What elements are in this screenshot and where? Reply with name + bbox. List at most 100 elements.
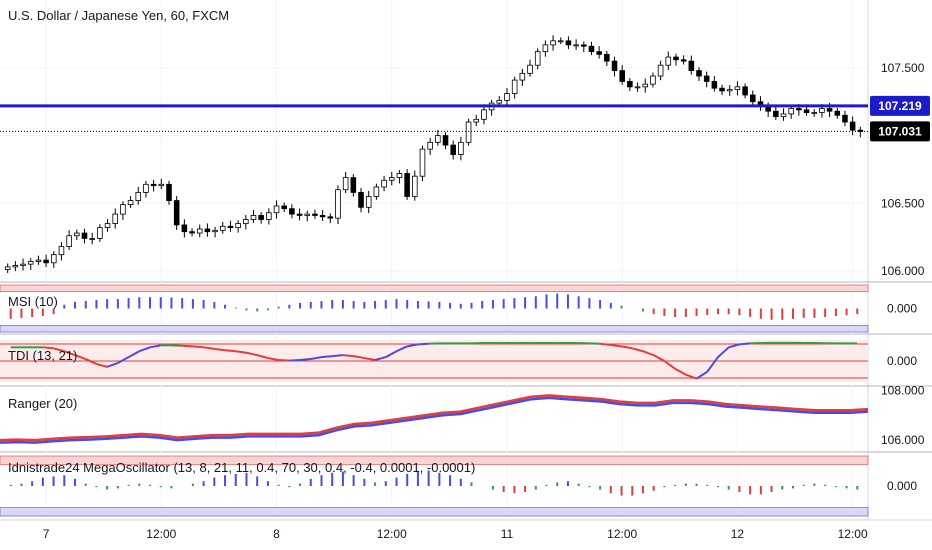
- price-pane[interactable]: [0, 35, 868, 273]
- tdi-line-segment: [246, 351, 258, 357]
- tdi-line-segment: [728, 343, 740, 349]
- overbought-zone: [0, 284, 869, 292]
- oversold-zone: [0, 325, 869, 333]
- candle-body: [826, 108, 833, 112]
- candle-body: [27, 261, 34, 265]
- candle-body: [650, 75, 656, 85]
- tdi-upper-band: [0, 340, 868, 361]
- tdi-line-segment: [417, 342, 429, 346]
- candle-body: [74, 232, 80, 237]
- tdi-line-segment: [685, 373, 697, 380]
- tdi-line-segment: [663, 360, 676, 370]
- candle-body: [396, 173, 403, 178]
- candle-body: [588, 45, 595, 53]
- candle-body: [304, 213, 311, 216]
- candle-body: [289, 208, 295, 215]
- candle-body: [43, 259, 49, 264]
- oscillator-tick-label: 0.000: [887, 479, 917, 493]
- tdi-line-segment: [717, 346, 730, 358]
- tdi-line-segment: [631, 347, 644, 353]
- candle-body: [143, 183, 149, 193]
- tdi-line-segment: [128, 350, 140, 358]
- candle-body: [703, 75, 710, 82]
- candle-body: [388, 177, 395, 181]
- tdi-line-segment: [289, 359, 301, 362]
- ranger-lower-line: [0, 396, 869, 444]
- candle-body: [112, 213, 119, 224]
- candle-body: [212, 229, 218, 233]
- tdi-line-segment: [117, 356, 130, 364]
- time-tick-label: 12:00: [377, 527, 407, 541]
- candle-body: [527, 64, 533, 74]
- candle-body: [803, 109, 810, 113]
- msi-pane[interactable]: [0, 284, 869, 333]
- candle-body: [581, 44, 587, 47]
- candle-body: [611, 60, 618, 72]
- tdi-line-segment: [599, 342, 611, 346]
- tdi-line-segment: [364, 357, 376, 362]
- candle-body: [35, 259, 42, 262]
- tdi-line-segment: [203, 346, 215, 350]
- candle-body: [680, 59, 687, 62]
- candle-body: [258, 215, 264, 220]
- candle-body: [496, 99, 503, 104]
- candle-body: [135, 192, 142, 201]
- ranger-pane[interactable]: [0, 394, 869, 444]
- candle-body: [173, 200, 180, 226]
- tdi-line-segment: [106, 362, 119, 368]
- tdi-line-segment: [674, 367, 687, 376]
- tdi-line-segment: [342, 354, 354, 358]
- candle-body: [373, 186, 380, 197]
- candle-body: [634, 86, 641, 89]
- candle-body: [557, 40, 564, 43]
- megaoscillator-pane[interactable]: [0, 455, 869, 517]
- price-axis[interactable]: 107.500107.000106.500106.000107.219107.0…: [870, 61, 930, 493]
- candle-body: [642, 83, 649, 88]
- candle-body: [773, 110, 779, 118]
- tdi-pane[interactable]: [0, 340, 868, 382]
- price-tick-label: 106.000: [881, 264, 925, 278]
- candle-body: [842, 114, 848, 123]
- candle-body: [266, 212, 272, 220]
- ranger-tick-label: 108.000: [881, 383, 925, 397]
- candle-body: [550, 40, 556, 46]
- candle-body: [435, 135, 441, 143]
- oscillator-tick-label: 0.000: [887, 302, 917, 316]
- candle-body: [726, 89, 733, 92]
- candle-body: [604, 53, 610, 62]
- candle-body: [519, 72, 526, 81]
- candle-body: [235, 223, 241, 229]
- tdi-line-segment: [74, 354, 87, 360]
- candle-body: [788, 108, 794, 115]
- price-tick-label: 107.500: [881, 61, 925, 75]
- candle-body: [319, 215, 326, 218]
- candle-body: [419, 148, 426, 177]
- candle-body: [50, 254, 57, 264]
- ranger-title: Ranger (20): [8, 396, 77, 411]
- tdi-line-segment: [182, 344, 193, 348]
- candle-body: [481, 109, 487, 120]
- tdi-line-segment: [385, 350, 397, 358]
- oversold-zone: [0, 507, 869, 517]
- candle-body: [819, 108, 825, 113]
- candle-body: [627, 81, 633, 88]
- candle-body: [66, 235, 72, 247]
- candle-body: [273, 205, 280, 214]
- candle-body: [473, 118, 480, 123]
- tdi-line-segment: [706, 356, 719, 373]
- candle-body: [412, 175, 418, 197]
- tdi-line-segment: [396, 345, 408, 353]
- tdi-line-segment: [278, 359, 290, 362]
- candle-body: [250, 215, 257, 220]
- candle-body: [312, 213, 318, 216]
- candle-body: [665, 56, 672, 66]
- tdi-line-segment: [224, 349, 236, 353]
- candle-body: [619, 70, 625, 82]
- tdi-lower-band: [0, 361, 868, 382]
- candle-body: [181, 224, 188, 233]
- candle-body: [58, 246, 65, 256]
- candle-body: [427, 141, 433, 150]
- candle-body: [511, 79, 518, 95]
